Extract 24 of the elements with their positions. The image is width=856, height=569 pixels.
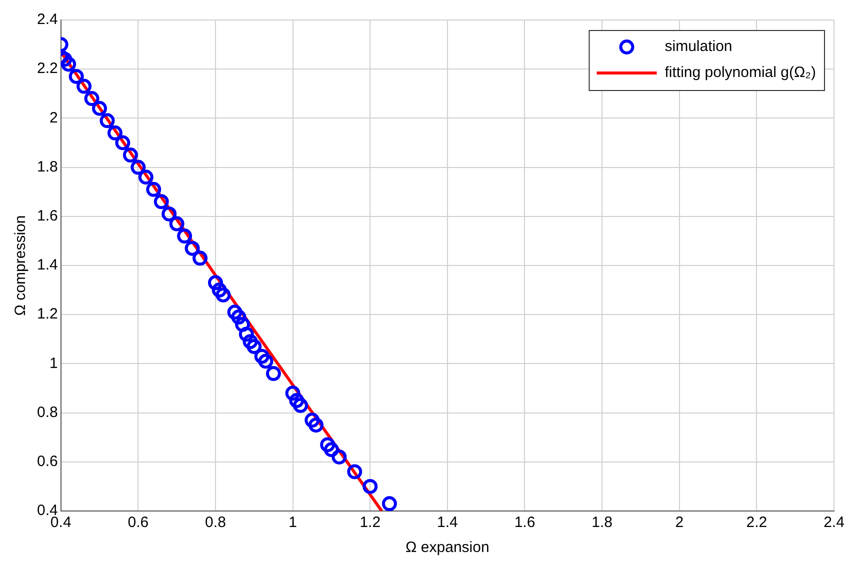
y-tick-label: 1 [50, 354, 58, 372]
x-tick-label: 1.6 [514, 514, 536, 532]
legend-label: simulation [664, 38, 732, 56]
legend-label: fitting polynomial g(Ω₂) [664, 64, 816, 82]
x-tick-label: 1.2 [360, 514, 381, 532]
x-axis-title: Ω expansion [406, 539, 490, 556]
y-tick-label: 0.6 [36, 453, 58, 470]
x-tick-label: 0.6 [128, 514, 149, 532]
x-tick-label: 2 [675, 514, 684, 532]
y-tick-label: 2 [50, 109, 58, 126]
y-tick-label: 2.2 [36, 60, 58, 78]
y-tick-label: 1.6 [36, 208, 58, 225]
y-tick-label: 1.2 [36, 306, 58, 323]
x-tick-label: 1.8 [592, 514, 612, 532]
x-tick-label: 2.2 [746, 514, 768, 532]
x-tick-label: 2.4 [824, 514, 844, 532]
y-tick-label: 1.8 [36, 158, 58, 176]
y-tick-label: 0.8 [36, 404, 58, 421]
x-tick-label: 0.8 [205, 514, 226, 532]
y-tick-label: 1.4 [36, 256, 58, 274]
y-axis-title: Ω compression [12, 215, 30, 316]
y-tick-label: 2.4 [36, 11, 58, 28]
x-tick-label: 1.4 [436, 514, 458, 532]
x-tick-label: 1 [288, 514, 297, 532]
